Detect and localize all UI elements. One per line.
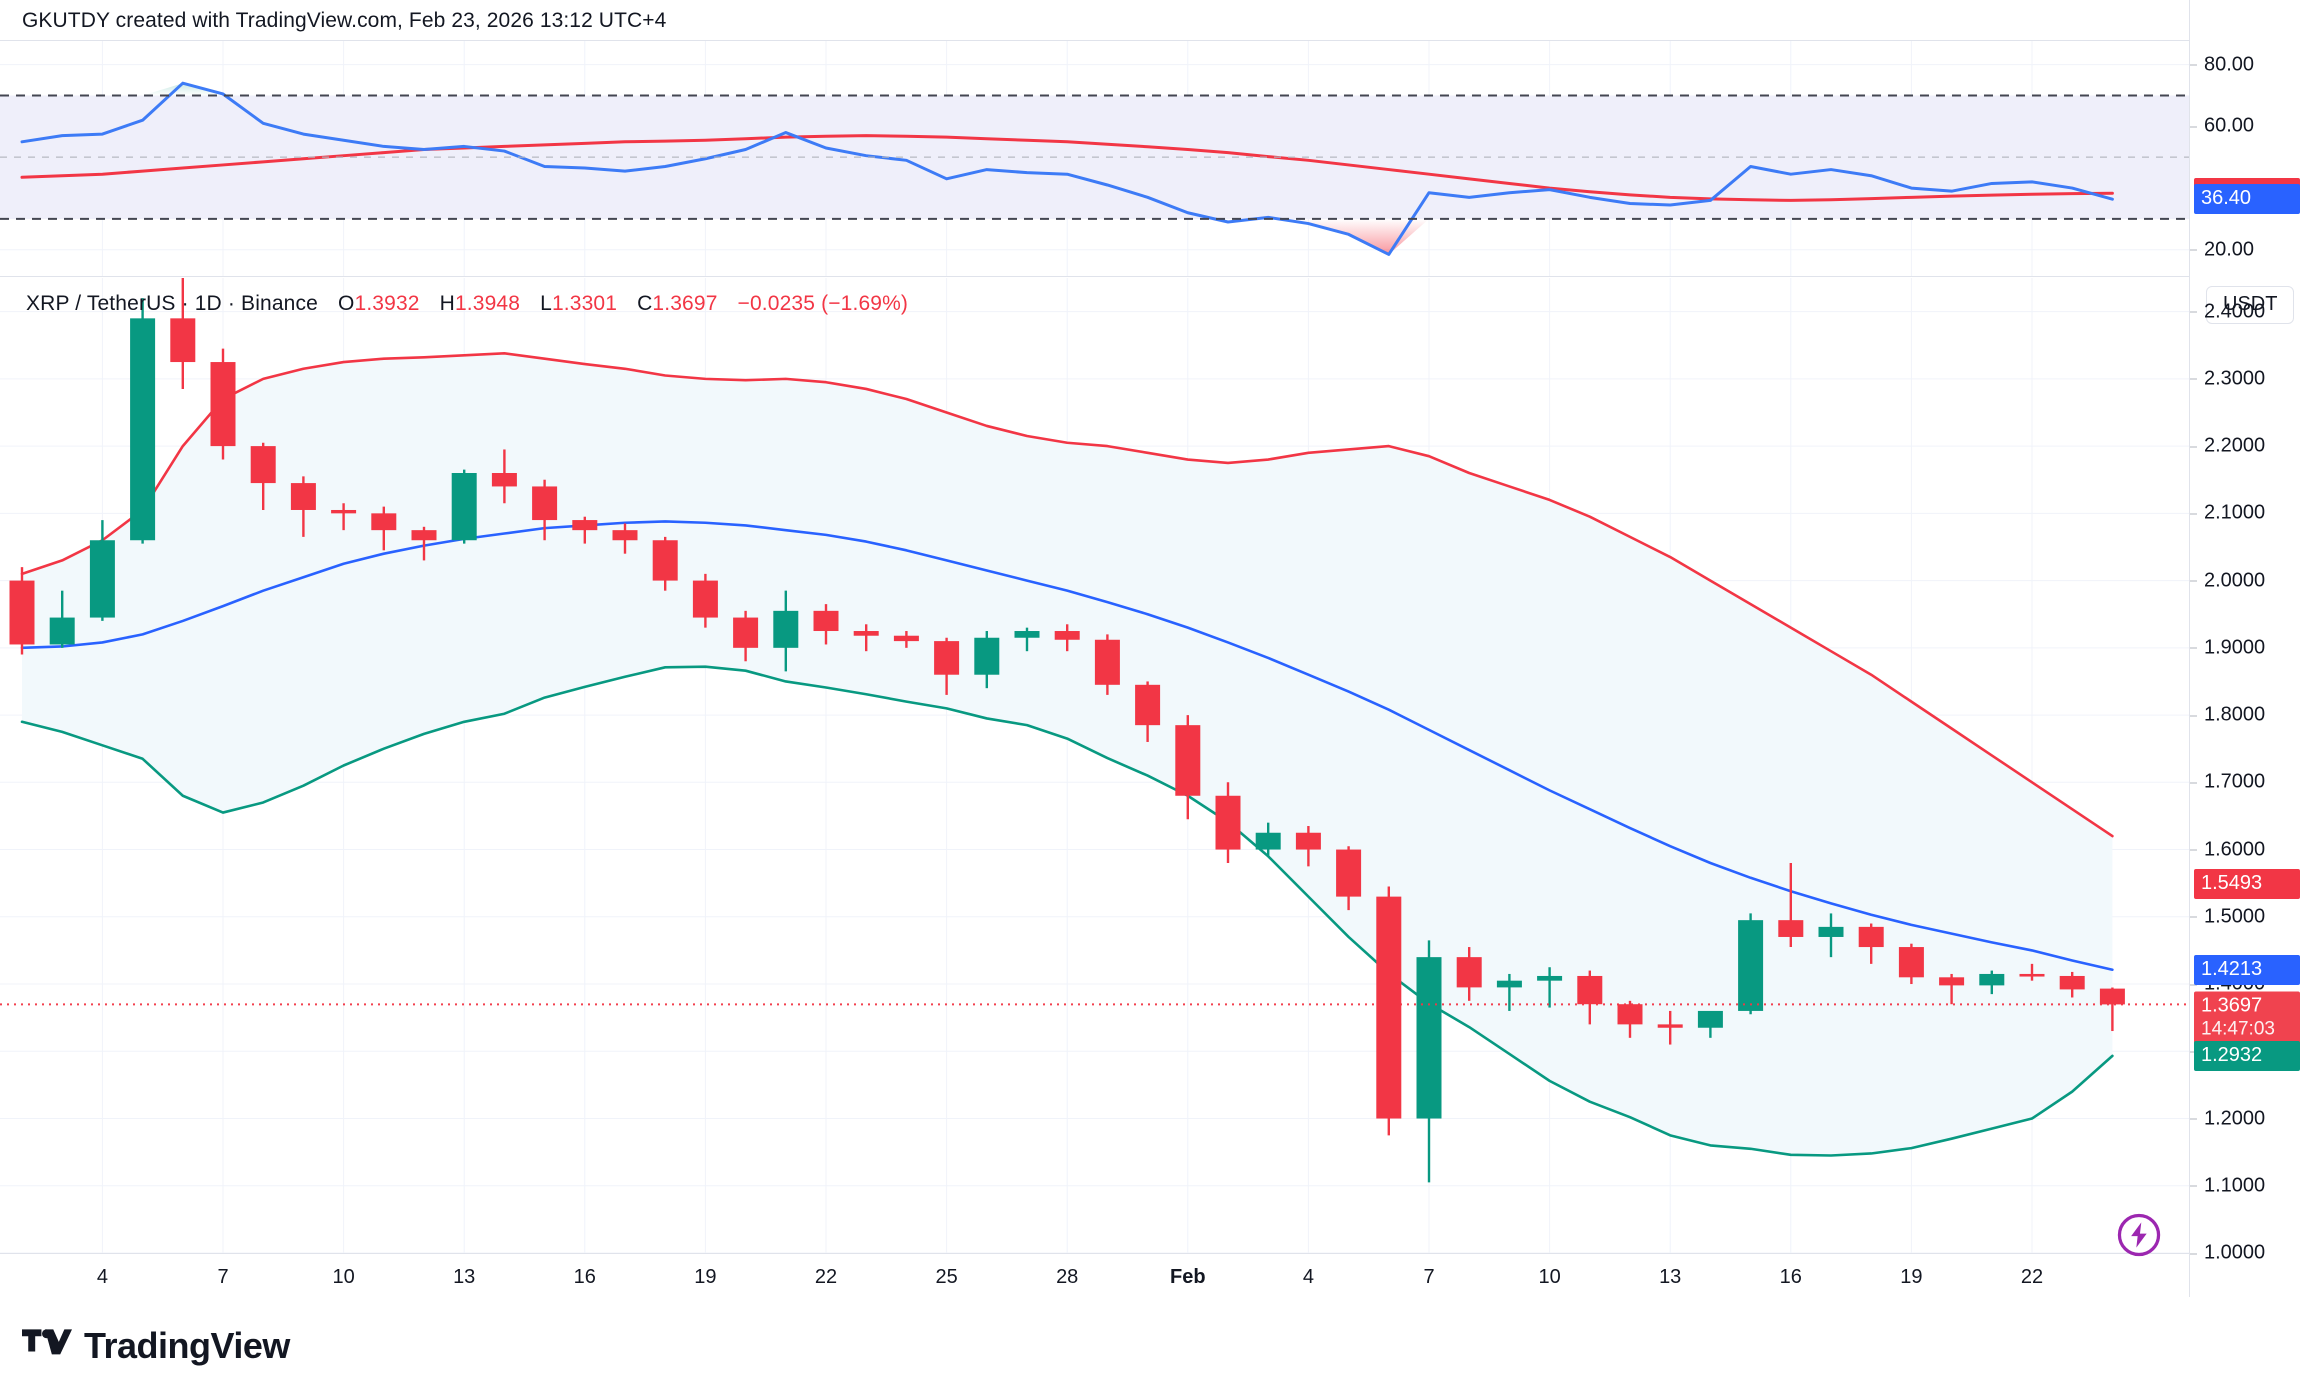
last-price-badge[interactable]: 1.3697 14:47:03 xyxy=(2194,991,2300,1045)
legend-open-label: O xyxy=(337,292,355,315)
pane-separator xyxy=(0,276,2189,277)
legend-interval[interactable]: 1D xyxy=(194,292,222,315)
countdown-timer: 14:47:03 xyxy=(2201,1018,2275,1040)
tradingview-logo[interactable]: TradingView xyxy=(22,1325,290,1367)
price-axis-tick: 2.1000 xyxy=(2189,501,2266,524)
symbol-ohlc-legend[interactable]: XRP / TetherUS · 1D · Binance O1.3932 H1… xyxy=(26,292,908,316)
time-axis-tick: 16 xyxy=(1779,1266,1802,1288)
price-axis-tick: 1.5000 xyxy=(2189,905,2266,928)
price-axis-tick: 1.7000 xyxy=(2189,770,2266,793)
legend-sep-2: · xyxy=(227,292,236,315)
price-axis-tick: 1.6000 xyxy=(2189,838,2266,861)
price-axis-tick: 2.3000 xyxy=(2189,367,2266,390)
time-axis-tick: 10 xyxy=(1538,1266,1561,1288)
time-axis-tick: Feb xyxy=(1170,1266,1206,1288)
time-axis-tick: 7 xyxy=(217,1266,229,1288)
price-axis-tick: 2.4000 xyxy=(2189,300,2266,323)
rsi-pane[interactable] xyxy=(0,40,2189,276)
price-pane[interactable] xyxy=(0,278,2189,1253)
time-axis-tick: 4 xyxy=(96,1266,108,1288)
legend-high-label: H xyxy=(439,292,455,315)
bb-upper-badge-value: 1.5493 xyxy=(2201,871,2263,894)
legend-open-value: 1.3932 xyxy=(354,292,420,315)
bb-lower-badge-value: 1.2932 xyxy=(2201,1043,2263,1066)
bb-basis-badge-value: 1.4213 xyxy=(2201,957,2263,980)
time-axis-tick: 7 xyxy=(1423,1266,1435,1288)
time-axis-tick: 10 xyxy=(332,1266,355,1288)
time-axis-tick: 19 xyxy=(694,1266,717,1288)
legend-close-label: C xyxy=(637,292,653,315)
bb-upper-badge[interactable]: 1.5493 xyxy=(2194,868,2300,899)
price-axis-tick: 2.2000 xyxy=(2189,434,2266,457)
tradingview-wordmark: TradingView xyxy=(84,1325,290,1366)
legend-low-label: L xyxy=(540,292,552,315)
bb-lower-badge[interactable]: 1.2932 xyxy=(2194,1040,2300,1071)
rsi-axis-tick: 20.00 xyxy=(2189,238,2255,261)
price-axis-tick: 1.9000 xyxy=(2189,636,2266,659)
legend-change: −0.0235 (−1.69%) xyxy=(737,292,909,315)
rsi-axis-tick: 80.00 xyxy=(2189,53,2255,76)
last-price-badge-value: 1.3697 xyxy=(2201,994,2263,1017)
tradingview-mark-icon xyxy=(22,1329,72,1355)
time-axis-tick: 28 xyxy=(1056,1266,1079,1288)
legend-close-value: 1.3697 xyxy=(652,292,718,315)
rsi-plot xyxy=(0,40,2189,276)
price-axis-tick: 2.0000 xyxy=(2189,569,2266,592)
price-axis-tick: 1.0000 xyxy=(2189,1241,2266,1264)
currency-label[interactable]: USDT xyxy=(2206,286,2295,324)
legend-exchange[interactable]: Binance xyxy=(241,292,318,315)
legend-high-value: 1.3948 xyxy=(454,292,521,315)
time-axis-tick: 22 xyxy=(2020,1266,2044,1288)
time-axis-tick: 13 xyxy=(453,1266,476,1288)
time-axis-tick: 4 xyxy=(1302,1266,1314,1288)
time-axis-tick: 16 xyxy=(573,1266,596,1288)
rsi-value-badge[interactable]: 36.40 xyxy=(2194,184,2300,215)
candlestick-plot xyxy=(0,278,2189,1253)
zap-icon[interactable] xyxy=(2116,1212,2162,1263)
price-scale[interactable]: USDT 80.00 60.00 20.00 2.4000 2.3000 2.2000 2.… xyxy=(2189,0,2321,1297)
rsi-pane-top-border xyxy=(0,40,2189,41)
bb-basis-badge[interactable]: 1.4213 xyxy=(2194,954,2300,985)
attribution-text: GKUTDY created with TradingView.com, Feb… xyxy=(22,9,667,32)
time-scale[interactable]: 4 7 10 13 16 19 22 25 28 Feb 4 7 10 13 16 19 22 xyxy=(0,1253,2189,1298)
time-axis-tick: 22 xyxy=(814,1266,838,1288)
rsi-value-badge-value: 36.40 xyxy=(2201,187,2252,210)
price-axis-tick: 1.8000 xyxy=(2189,703,2266,726)
time-axis-tick: 25 xyxy=(935,1266,958,1288)
legend-sep-1: · xyxy=(181,292,189,315)
time-axis-tick: 13 xyxy=(1659,1266,1682,1288)
price-axis-tick: 1.1000 xyxy=(2189,1174,2266,1197)
time-axis-tick: 19 xyxy=(1900,1266,1923,1288)
legend-symbol[interactable]: XRP / TetherUS xyxy=(26,292,176,315)
price-axis-tick: 1.2000 xyxy=(2189,1107,2266,1130)
rsi-axis-tick: 60.00 xyxy=(2189,114,2255,137)
legend-low-value: 1.3301 xyxy=(551,292,618,315)
